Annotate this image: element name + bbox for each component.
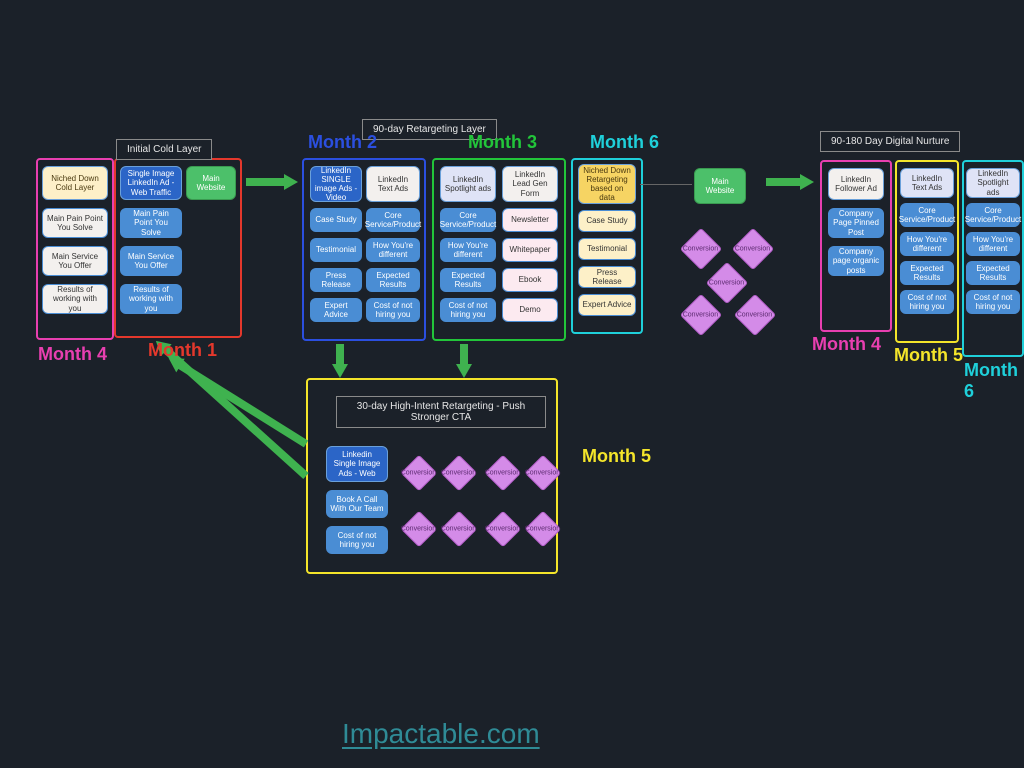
- m3-b-item-0: Newsletter: [502, 208, 558, 232]
- m1-a-item-1: Main Service You Offer: [120, 246, 182, 276]
- month-4-right-label: Month 4: [812, 334, 881, 355]
- m4-right-item-1: Company page organic posts: [828, 246, 884, 276]
- m2-b-header: LinkedIn Text Ads: [366, 166, 420, 202]
- m2-a-header: LinkedIn SINGLE image Ads - Video: [310, 166, 362, 202]
- m2-a-item-1: Testimonial: [310, 238, 362, 262]
- m6-header: Niched Down Retargeting based on data: [578, 164, 636, 204]
- m6-item-0: Case Study: [578, 210, 636, 232]
- m5-right-item-2: Expected Results: [900, 261, 954, 285]
- m6-item-2: Press Release: [578, 266, 636, 288]
- mid-main-website: Main Website: [694, 168, 746, 204]
- arrow-right: [246, 178, 286, 186]
- month-1-label: Month 1: [148, 340, 217, 361]
- diamond-conversion: Conversion: [680, 228, 722, 270]
- month-4-left-label: Month 4: [38, 344, 107, 365]
- m4-left-item-0: Main Pain Point You Solve: [42, 208, 108, 238]
- footer-link[interactable]: Impactable.com: [342, 718, 540, 750]
- month-3-label: Month 3: [468, 132, 537, 153]
- m6-right-item-2: Expected Results: [966, 261, 1020, 285]
- m1-main-website: Main Website: [186, 166, 236, 200]
- m1-a-item-2: Results of working with you: [120, 284, 182, 314]
- m2-b-item-3: Cost of not hiring you: [366, 298, 420, 322]
- month-6-label: Month 6: [590, 132, 659, 153]
- high-intent-item-1: Cost of not hiring you: [326, 526, 388, 554]
- m6-item-1: Testimonial: [578, 238, 636, 260]
- m2-b-item-0: Core Service/Product: [366, 208, 420, 232]
- month-2-label: Month 2: [308, 132, 377, 153]
- m2-a-item-2: Press Release: [310, 268, 362, 292]
- m6-right-item-3: Cost of not hiring you: [966, 290, 1020, 314]
- m3-a-item-3: Cost of not hiring you: [440, 298, 496, 322]
- diamond-conversion: Conversion: [734, 294, 776, 336]
- m3-a-item-1: How You're different: [440, 238, 496, 262]
- m6-right-header: LinkedIn Spotlight ads: [966, 168, 1020, 198]
- m3-a-header: LinkedIn Spotlight ads: [440, 166, 496, 202]
- m4-right-item-0: Company Page Pinned Post: [828, 208, 884, 238]
- high-intent-header: Linkedin Single Image Ads - Web: [326, 446, 388, 482]
- label-nurture-90-180: 90-180 Day Digital Nurture: [820, 131, 960, 152]
- diamond-conversion: Conversion: [732, 228, 774, 270]
- diamond-conversion: Conversion: [706, 262, 748, 304]
- m6-item-3: Expert Advice: [578, 294, 636, 316]
- m2-a-item-3: Expert Advice: [310, 298, 362, 322]
- m2-b-item-1: How You're different: [366, 238, 420, 262]
- m2-b-item-2: Expected Results: [366, 268, 420, 292]
- m3-b-header: LinkedIn Lead Gen Form: [502, 166, 558, 202]
- m4-left-header: Niched Down Cold Layer: [42, 166, 108, 200]
- m3-b-item-1: Whitepaper: [502, 238, 558, 262]
- month-5-mid-label: Month 5: [582, 446, 651, 467]
- month-5-right-label: Month 5: [894, 345, 963, 366]
- m2-a-item-0: Case Study: [310, 208, 362, 232]
- m5-right-item-3: Cost of not hiring you: [900, 290, 954, 314]
- m3-a-item-0: Core Service/Product: [440, 208, 496, 232]
- canvas: Niched Down Cold Layer Main Pain Point Yo…: [0, 0, 1024, 768]
- m6-right-item-1: How You're different: [966, 232, 1020, 256]
- arrow-down: [336, 344, 344, 366]
- high-intent-item-0: Book A Call With Our Team: [326, 490, 388, 518]
- m4-left-item-2: Results of working with you: [42, 284, 108, 314]
- m4-left-item-1: Main Service You Offer: [42, 246, 108, 276]
- arrow-down: [460, 344, 468, 366]
- arrow-diag: [162, 346, 309, 479]
- month-6-right-label: Month 6: [964, 360, 1024, 402]
- arrow-right: [766, 178, 802, 186]
- diamond-conversion: Conversion: [680, 294, 722, 336]
- m5-right-item-0: Core Service/Product: [900, 203, 954, 227]
- m5-right-header: LinkedIn Text Ads: [900, 168, 954, 198]
- m3-a-item-2: Expected Results: [440, 268, 496, 292]
- m1-a-header: Single Image LinkedIn Ad - Web Traffic: [120, 166, 182, 200]
- m3-b-item-2: Ebook: [502, 268, 558, 292]
- m4-right-header: LinkedIn Follower Ad: [828, 168, 884, 200]
- m5-right-item-1: How You're different: [900, 232, 954, 256]
- m3-b-item-3: Demo: [502, 298, 558, 322]
- connector-line: [640, 184, 692, 185]
- label-high-intent: 30-day High-Intent Retargeting - Push St…: [336, 396, 546, 428]
- m1-a-item-0: Main Pain Point You Solve: [120, 208, 182, 238]
- m6-right-item-0: Core Service/Product: [966, 203, 1020, 227]
- label-initial-cold: Initial Cold Layer: [116, 139, 212, 160]
